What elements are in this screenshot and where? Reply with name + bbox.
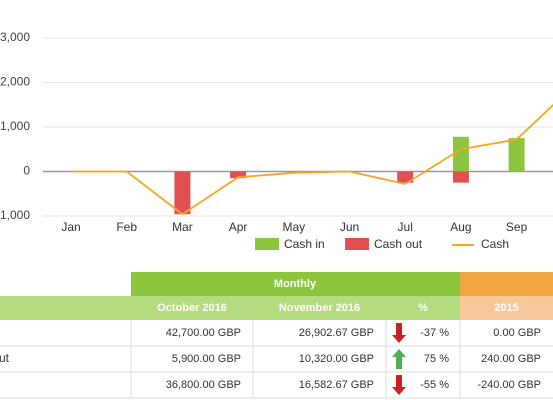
legend-label: Cash <box>481 237 509 251</box>
column-header: November 2016 <box>279 302 360 314</box>
group-header-2015 <box>460 272 553 296</box>
bar <box>452 136 469 172</box>
cell: 36,800.00 GBP <box>166 379 241 391</box>
x-tick-label: Mar <box>172 220 193 234</box>
cell: 42,700.00 GBP <box>166 327 241 339</box>
header-row <box>131 296 460 320</box>
cell: 0.00 GBP <box>493 327 541 339</box>
legend-label: Cash in <box>284 237 325 251</box>
cell: 26,902.67 GBP <box>299 327 374 339</box>
trend-arrow <box>392 375 406 395</box>
legend-swatch <box>345 238 369 250</box>
x-tick-label: Apr <box>229 220 248 234</box>
column-header: 2015 <box>494 302 518 314</box>
y-tick-label: 1,000 <box>0 119 30 133</box>
x-tick-label: Sep <box>506 220 528 234</box>
trend-arrow <box>392 323 406 343</box>
bar <box>174 171 191 215</box>
cell: 10,320.00 GBP <box>299 353 374 365</box>
x-tick-label: Jan <box>61 220 80 234</box>
header-cell <box>460 296 553 320</box>
bar <box>230 171 247 179</box>
bar <box>397 171 414 183</box>
cell: 240.00 GBP <box>481 353 541 365</box>
x-tick-label: Aug <box>450 220 471 234</box>
bar <box>452 171 469 183</box>
cell: -55 % <box>420 379 449 391</box>
row-label: ut <box>0 351 10 365</box>
trend-arrow <box>392 349 406 369</box>
cell: -240.00 GBP <box>477 379 541 391</box>
legend-label: Cash out <box>374 237 423 251</box>
cell: -37 % <box>420 327 449 339</box>
cell: 16,582.67 GBP <box>299 379 374 391</box>
y-tick-label: -1,000 <box>0 208 30 222</box>
x-tick-label: Jun <box>340 220 359 234</box>
group-header <box>131 272 460 296</box>
bar <box>508 138 525 172</box>
y-tick-label: 0 <box>23 164 30 178</box>
legend-swatch <box>255 238 279 250</box>
y-tick-label: 2,000 <box>0 75 30 89</box>
column-header: October 2016 <box>157 302 227 314</box>
cell: 75 % <box>424 353 449 365</box>
cell: 5,900.00 GBP <box>172 353 241 365</box>
group-header-text: Monthly <box>274 278 317 290</box>
line <box>71 103 553 216</box>
column-header: % <box>418 302 428 314</box>
x-tick-label: May <box>282 220 305 234</box>
x-tick-label: Jul <box>398 220 413 234</box>
header-cell <box>0 296 131 320</box>
x-tick-label: Feb <box>116 220 137 234</box>
y-tick-label: 3,000 <box>0 30 30 44</box>
